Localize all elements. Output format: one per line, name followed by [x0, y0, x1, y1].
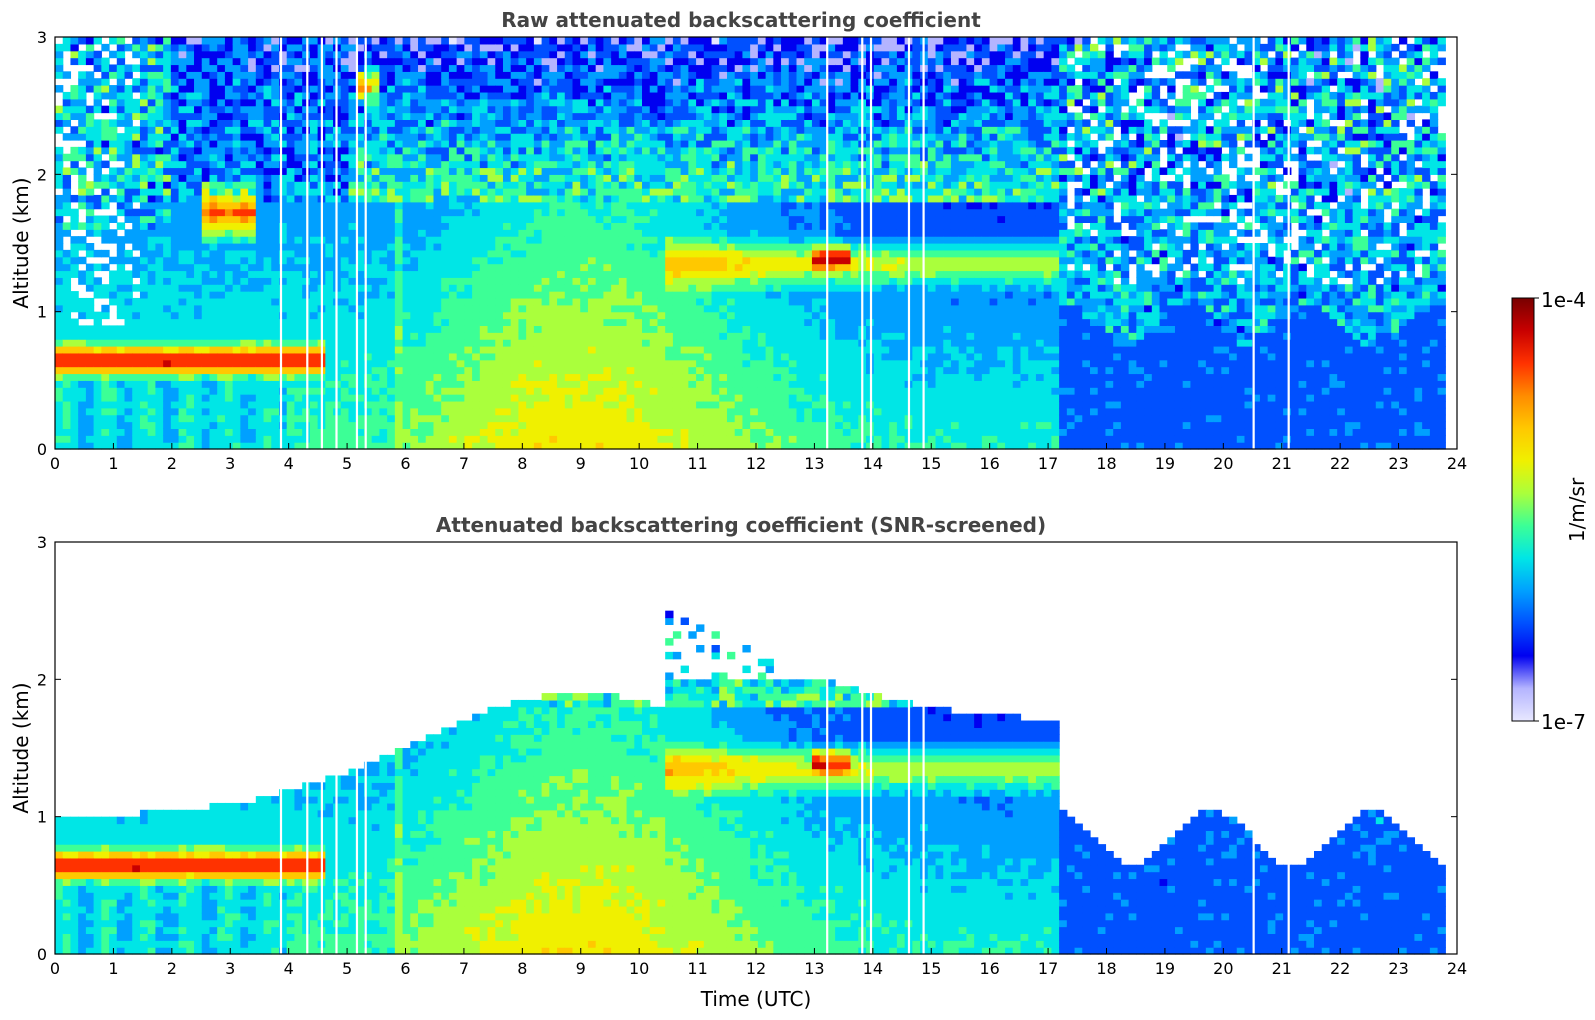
panel-screened-ylabel: Altitude (km): [9, 682, 33, 813]
y-tick-label: 3: [37, 28, 47, 47]
colorbar-max-label: 1e-4: [1541, 288, 1586, 312]
x-tick-label: 24: [1447, 959, 1467, 978]
x-tick-label: 23: [1388, 959, 1408, 978]
x-tick-label: 22: [1330, 454, 1350, 473]
x-tick-label: 19: [1155, 959, 1175, 978]
x-tick-label: 18: [1096, 454, 1116, 473]
panel-raw-ylabel: Altitude (km): [9, 177, 33, 308]
x-tick-label: 14: [863, 959, 883, 978]
y-tick-label: 2: [37, 670, 47, 689]
x-tick-label: 21: [1272, 959, 1292, 978]
panel-screened-xlabel: Time (UTC): [700, 987, 812, 1011]
x-tick-label: 6: [400, 959, 410, 978]
colorbar-min-label: 1e-7: [1541, 710, 1586, 734]
x-tick-label: 8: [517, 959, 527, 978]
y-tick-label: 2: [37, 165, 47, 184]
panel-screened: Attenuated backscattering coefficient (S…: [9, 513, 1467, 1011]
x-tick-label: 14: [863, 454, 883, 473]
x-tick-label: 13: [804, 959, 824, 978]
x-tick-label: 12: [746, 959, 766, 978]
x-tick-label: 15: [921, 959, 941, 978]
x-tick-label: 1: [108, 959, 118, 978]
x-tick-label: 2: [167, 959, 177, 978]
x-tick-label: 17: [1038, 959, 1058, 978]
x-tick-label: 11: [687, 454, 707, 473]
x-tick-label: 13: [804, 454, 824, 473]
panel-screened-y-axis: 0 1 2 3: [37, 533, 1457, 964]
x-tick-label: 18: [1096, 959, 1116, 978]
panel-screened-x-axis: 0 1 2 3 4 5 6 7 8 9 10 11 12 13 14 15 16 17 18 19 20 21 22 23 24: [50, 948, 1467, 978]
y-tick-label: 1: [37, 303, 47, 322]
colorbar: 1e-4 1e-7 1/m/sr: [1511, 288, 1589, 734]
x-tick-label: 7: [459, 959, 469, 978]
x-tick-label: 8: [517, 454, 527, 473]
x-tick-label: 10: [629, 454, 649, 473]
colorbar-scale: [1511, 297, 1535, 722]
x-tick-label: 20: [1213, 454, 1233, 473]
panel-raw: Raw attenuated backscattering coefficien…: [9, 8, 1467, 473]
x-tick-label: 22: [1330, 959, 1350, 978]
x-tick-label: 3: [225, 454, 235, 473]
colorbar-unit-label: 1/m/sr: [1565, 477, 1589, 542]
y-tick-label: 0: [37, 945, 47, 964]
x-tick-label: 1: [108, 454, 118, 473]
x-tick-label: 15: [921, 454, 941, 473]
x-tick-label: 6: [400, 454, 410, 473]
x-tick-label: 9: [576, 959, 586, 978]
panel-raw-title: Raw attenuated backscattering coefficien…: [501, 8, 981, 32]
x-tick-label: 4: [284, 454, 294, 473]
x-tick-label: 12: [746, 454, 766, 473]
x-tick-label: 5: [342, 959, 352, 978]
x-tick-label: 20: [1213, 959, 1233, 978]
panel-screened-title: Attenuated backscattering coefficient (S…: [436, 513, 1046, 537]
panel-raw-y-axis: 0 1 2 3: [37, 28, 1457, 459]
x-tick-label: 5: [342, 454, 352, 473]
panel-screened-heatmap: [55, 542, 1446, 955]
x-tick-label: 19: [1155, 454, 1175, 473]
x-tick-label: 21: [1272, 454, 1292, 473]
y-tick-label: 1: [37, 808, 47, 827]
x-tick-label: 4: [284, 959, 294, 978]
x-tick-label: 11: [687, 959, 707, 978]
x-tick-label: 7: [459, 454, 469, 473]
x-tick-label: 17: [1038, 454, 1058, 473]
x-tick-label: 24: [1447, 454, 1467, 473]
panel-raw-x-axis: 0 1 2 3 4 5 6 7 8 9 10 11 12 13 14 15 16 17 18 19 20 21 22 23 24: [50, 443, 1467, 473]
x-tick-label: 9: [576, 454, 586, 473]
x-tick-label: 16: [979, 454, 999, 473]
x-tick-label: 16: [979, 959, 999, 978]
x-tick-label: 2: [167, 454, 177, 473]
x-tick-label: 10: [629, 959, 649, 978]
x-tick-label: 0: [50, 959, 60, 978]
y-tick-label: 3: [37, 533, 47, 552]
x-tick-label: 3: [225, 959, 235, 978]
x-tick-label: 23: [1388, 454, 1408, 473]
x-tick-label: 0: [50, 454, 60, 473]
y-tick-label: 0: [37, 440, 47, 459]
panel-raw-heatmap: [55, 37, 1446, 450]
